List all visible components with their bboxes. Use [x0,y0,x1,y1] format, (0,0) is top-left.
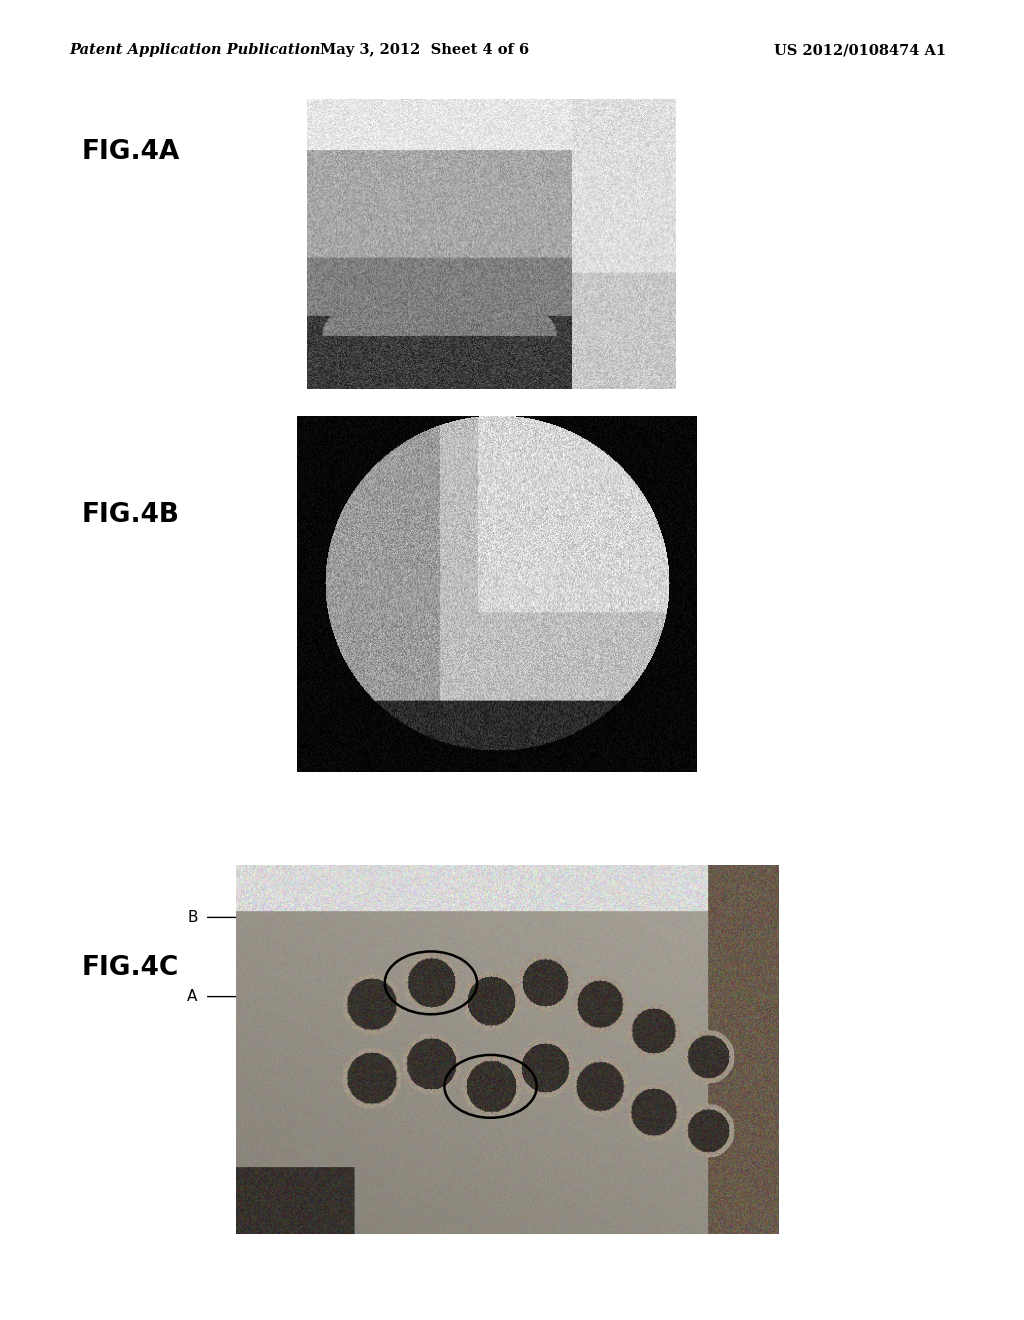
Text: FIG.4B: FIG.4B [82,502,180,528]
Text: US 2012/0108474 A1: US 2012/0108474 A1 [774,44,946,57]
Text: FIG.4A: FIG.4A [82,139,180,165]
Text: FIG.4C: FIG.4C [82,954,179,981]
Text: May 3, 2012  Sheet 4 of 6: May 3, 2012 Sheet 4 of 6 [321,44,529,57]
Text: B: B [187,909,198,925]
Text: Patent Application Publication: Patent Application Publication [70,44,322,57]
Text: A: A [187,989,198,1005]
